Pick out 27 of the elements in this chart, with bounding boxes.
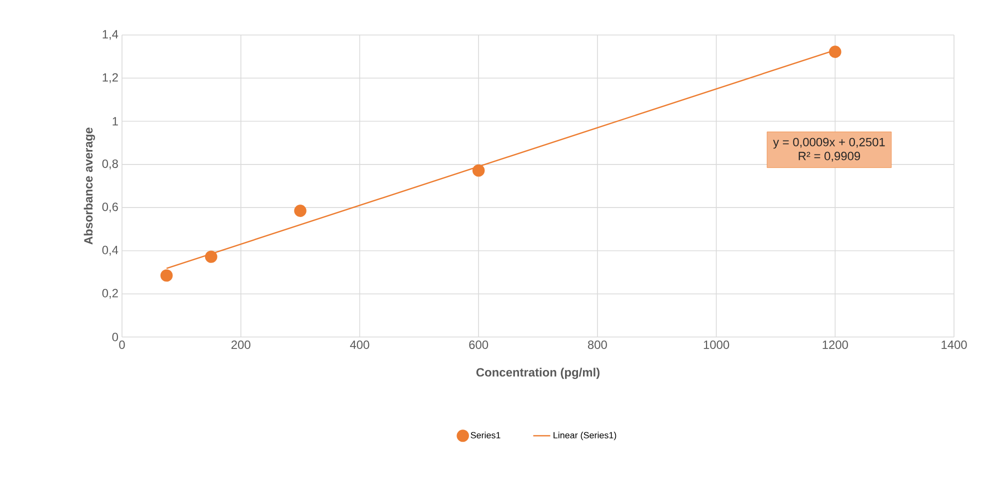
- x-tick-label: 1200: [822, 340, 848, 349]
- point: [829, 46, 842, 58]
- legend-label: Series1: [470, 432, 500, 438]
- x-tick-label: 200: [231, 340, 250, 349]
- x-tick-label: 600: [469, 340, 488, 349]
- x-tick-label: 0: [119, 340, 125, 349]
- y-tick-label: 0,2: [102, 288, 118, 299]
- y-tick-label: 1: [112, 117, 118, 126]
- y-tick-label: 0: [112, 332, 118, 342]
- annotation: y = 0,0009x + 0,2501: [773, 138, 885, 149]
- y-tick-label: 0,8: [102, 159, 118, 170]
- point: [294, 204, 306, 217]
- point: [160, 269, 173, 282]
- y-tick-label: 1,2: [102, 73, 118, 84]
- y-axis-title: Absorbance average: [84, 128, 96, 245]
- y-tick-label: 0,4: [102, 246, 118, 256]
- x-tick-label: 1000: [704, 340, 730, 349]
- y-tick-label: 1,4: [102, 30, 118, 40]
- x-axis-title: Concentration (pg/ml): [476, 368, 600, 379]
- y-tick-label: 0,6: [102, 202, 118, 213]
- point: [204, 250, 218, 263]
- legend-label: Linear (Series1): [554, 432, 616, 440]
- point: [472, 164, 485, 177]
- x-tick-label: 400: [350, 340, 370, 349]
- x-tick-label: 1400: [942, 340, 967, 349]
- annotation: R² = 0,9909: [798, 152, 860, 162]
- x-tick-label: 800: [588, 340, 607, 349]
